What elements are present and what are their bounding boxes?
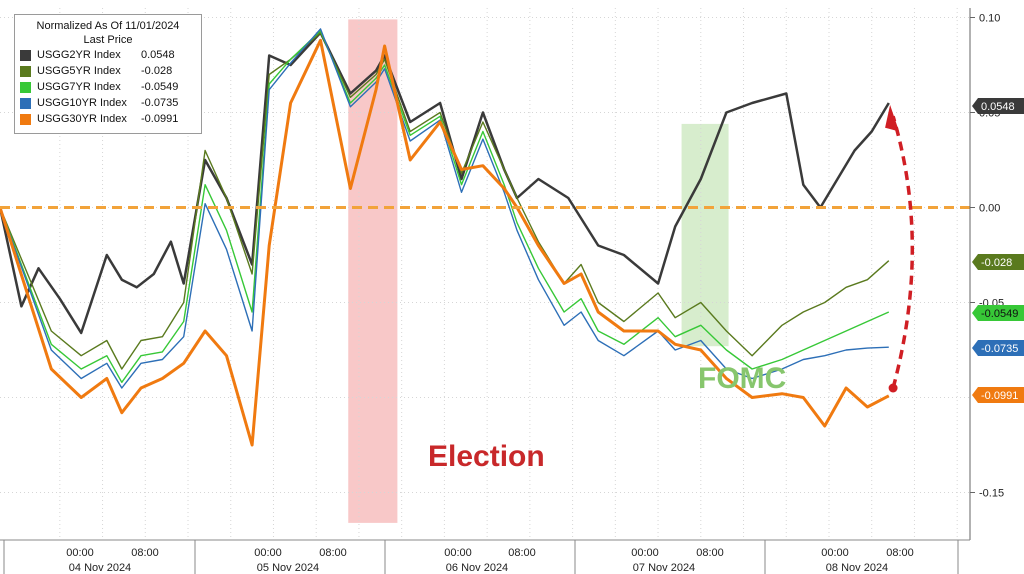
last-value-badge-bg (972, 254, 1024, 270)
x-tick-label: 08:00 (508, 547, 536, 559)
last-value-badge-bg (972, 340, 1024, 356)
last-value-badge-text: -0.0735 (981, 343, 1018, 355)
legend-item: USGG5YR Index -0.028 (15, 63, 201, 79)
x-date-label: 04 Nov 2024 (69, 562, 131, 574)
election-label: Election (428, 440, 545, 473)
last-value-badge: -0.028 (972, 254, 1024, 270)
legend-item: USGG30YR Index -0.0991 (15, 111, 201, 127)
x-tick-label: 08:00 (886, 547, 914, 559)
fomc-shade (681, 123, 729, 347)
legend-series-name: USGG2YR Index (37, 49, 121, 61)
legend-swatch (20, 65, 31, 77)
series-line-usgg30yr (0, 38, 890, 447)
x-date-label: 05 Nov 2024 (257, 562, 319, 574)
last-value-badge-bg (972, 98, 1024, 114)
legend-title-line1: Normalized As Of 11/01/2024 (36, 20, 180, 32)
x-date-label: 07 Nov 2024 (633, 562, 695, 574)
x-date-label: 08 Nov 2024 (826, 562, 888, 574)
series-line-usgg10yr (0, 28, 889, 389)
legend-item: USGG7YR Index -0.0549 (15, 79, 201, 95)
last-value-badge-text: -0.028 (981, 257, 1012, 269)
x-tick-label: 00:00 (254, 547, 282, 559)
y-tick-label: 0.00 (979, 203, 1000, 215)
trend-arrow-head (885, 104, 900, 132)
legend-series-name: USGG5YR Index (37, 65, 121, 77)
x-tick-label: 08:00 (131, 547, 159, 559)
legend-swatch (20, 81, 31, 93)
x-tick-label: 00:00 (66, 547, 94, 559)
last-value-badge-bg (972, 387, 1024, 403)
trend-arrow-start (888, 383, 898, 393)
legend-title-line2: Last Price (83, 34, 133, 46)
x-date-label: 06 Nov 2024 (446, 562, 508, 574)
legend-swatch (20, 49, 31, 61)
legend: Normalized As Of 11/01/2024 Last Price U… (14, 14, 202, 134)
last-value-badge: -0.0991 (972, 387, 1024, 403)
y-tick-label: 0.10 (979, 13, 1000, 25)
y-tick-label: -0.15 (979, 488, 1004, 500)
series-line-usgg2yr (0, 31, 890, 335)
x-tick-label: 00:00 (631, 547, 659, 559)
legend-swatch (20, 113, 31, 125)
last-value-badge: -0.0549 (972, 305, 1024, 321)
x-tick-label: 08:00 (696, 547, 724, 559)
legend-series-value: -0.0549 (141, 81, 179, 93)
last-value-badge-text: -0.0991 (981, 390, 1018, 402)
fomc-label: FOMC (698, 362, 787, 395)
trend-arrow (891, 115, 914, 389)
legend-item: USGG10YR Index -0.0735 (15, 95, 201, 111)
last-value-badge-text: 0.0548 (981, 101, 1015, 113)
legend-series-value: 0.0548 (141, 49, 175, 61)
x-tick-label: 00:00 (821, 547, 849, 559)
last-value-badge-text: -0.0549 (981, 308, 1018, 320)
legend-series-name: USGG10YR Index (37, 97, 127, 109)
series-line-usgg5yr (0, 32, 890, 370)
legend-swatch (20, 97, 31, 109)
last-value-badge: -0.0735 (972, 340, 1024, 356)
series-line-usgg7yr (0, 30, 890, 383)
x-tick-label: 00:00 (444, 547, 472, 559)
last-value-badge: 0.0548 (972, 98, 1024, 114)
legend-series-name: USGG30YR Index (37, 113, 127, 125)
legend-series-value: -0.0735 (141, 97, 179, 109)
legend-series-value: -0.028 (141, 65, 173, 77)
legend-series-value: -0.0991 (141, 113, 179, 125)
legend-item: USGG2YR Index 0.0548 (15, 47, 201, 63)
election-shade (348, 19, 398, 523)
last-value-badge-bg (972, 305, 1024, 321)
legend-series-name: USGG7YR Index (37, 81, 121, 93)
legend-title: Normalized As Of 11/01/2024 Last Price (15, 19, 201, 47)
x-tick-label: 08:00 (319, 547, 347, 559)
